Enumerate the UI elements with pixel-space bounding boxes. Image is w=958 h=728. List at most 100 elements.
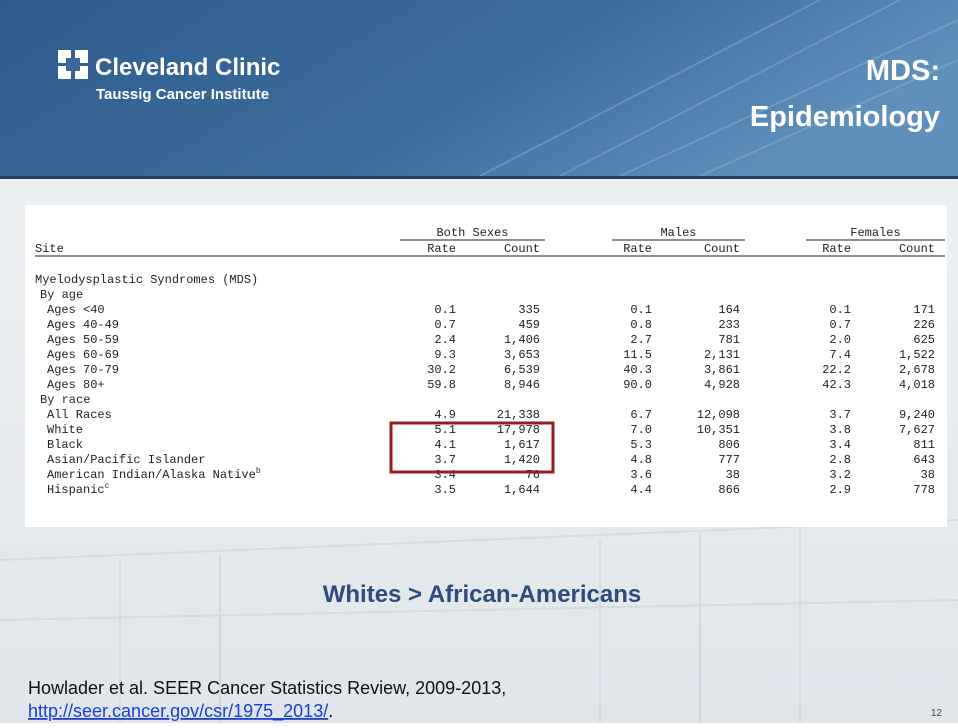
row-label: Ages 40-49 <box>47 318 119 332</box>
cell: 3.4 <box>829 438 851 452</box>
row-label: Hispanicc <box>47 482 110 497</box>
header-rule <box>0 176 958 179</box>
footnote-mark: c <box>105 482 110 491</box>
cell: 42.3 <box>822 378 851 392</box>
cell: 2,678 <box>899 363 935 377</box>
cell: 5.1 <box>434 423 456 437</box>
citation-line: http://seer.cancer.gov/csr/1975_2013/. <box>28 701 333 722</box>
column-header: Rate <box>623 242 652 256</box>
cell: 0.1 <box>829 303 851 317</box>
row-label-text: Black <box>47 438 83 452</box>
cell: 10,351 <box>697 423 740 437</box>
cell: 0.8 <box>630 318 652 332</box>
slide-title: Epidemiology <box>750 101 940 133</box>
cell: 1,617 <box>504 438 540 452</box>
cell: 40.3 <box>623 363 652 377</box>
cell: 1,406 <box>504 333 540 347</box>
cell: 171 <box>913 303 935 317</box>
column-header: Site <box>35 242 64 256</box>
row-label: Ages <40 <box>47 303 105 317</box>
cell: 90.0 <box>623 378 652 392</box>
cell: 781 <box>718 333 740 347</box>
cell: 811 <box>913 438 935 452</box>
cell: 11.5 <box>623 348 652 362</box>
row-label: Ages 70-79 <box>47 363 119 377</box>
cell: 0.1 <box>630 303 652 317</box>
row-label-text: White <box>47 423 83 437</box>
cell: 4,018 <box>899 378 935 392</box>
cell: 164 <box>718 303 740 317</box>
cell: 12,098 <box>697 408 740 422</box>
page-number: 12 <box>931 708 943 719</box>
cell: 3.4 <box>434 468 456 482</box>
cell: 625 <box>913 333 935 347</box>
citation-end: . <box>328 701 333 721</box>
cell: 335 <box>518 303 540 317</box>
cell: 0.7 <box>829 318 851 332</box>
cell: 3,861 <box>704 363 740 377</box>
group-title: By race <box>40 393 90 407</box>
row-label: Black <box>47 438 83 452</box>
cell: 38 <box>726 468 740 482</box>
row-label-text: American Indian/Alaska Native <box>47 468 256 482</box>
group-header: Both Sexes <box>436 226 508 240</box>
row-label: All Races <box>47 408 112 422</box>
column-header: Rate <box>427 242 456 256</box>
row-label: Ages 50-59 <box>47 333 119 347</box>
cell: 2,131 <box>704 348 740 362</box>
cell: 4.4 <box>630 483 652 497</box>
cell: 9.3 <box>434 348 456 362</box>
cell: 6,539 <box>504 363 540 377</box>
cell: 2.8 <box>829 453 851 467</box>
cell: 7.4 <box>829 348 851 362</box>
cell: 4.9 <box>434 408 456 422</box>
cell: 2.7 <box>630 333 652 347</box>
row-label: American Indian/Alaska Nativeb <box>47 467 261 482</box>
cell: 1,644 <box>504 483 540 497</box>
cell: 866 <box>718 483 740 497</box>
cell: 9,240 <box>899 408 935 422</box>
data-table: Both Sexes Males Females Site Rate Count Rate C… <box>35 226 945 497</box>
cell: 0.7 <box>434 318 456 332</box>
cell: 1,420 <box>504 453 540 467</box>
cell: 76 <box>526 468 540 482</box>
cell: 3.7 <box>434 453 456 467</box>
row-label-text: Hispanic <box>47 483 105 497</box>
cell: 0.1 <box>434 303 456 317</box>
cell: 2.9 <box>829 483 851 497</box>
row-label: Asian/Pacific Islander <box>47 453 205 467</box>
logo-icon <box>58 50 88 79</box>
cell: 3.7 <box>829 408 851 422</box>
cell: 3,653 <box>504 348 540 362</box>
row-label-text: Ages 70-79 <box>47 363 119 377</box>
row-label-text: Asian/Pacific Islander <box>47 453 205 467</box>
group-header: Males <box>660 226 696 240</box>
cell: 1,522 <box>899 348 935 362</box>
row-label-text: Ages 40-49 <box>47 318 119 332</box>
logo-subtitle: Taussig Cancer Institute <box>96 86 269 103</box>
cell: 38 <box>921 468 935 482</box>
column-header: Count <box>704 242 740 256</box>
slide-title: MDS: <box>866 55 940 87</box>
header-band <box>0 0 958 176</box>
cell: 21,338 <box>497 408 540 422</box>
row-label-text: All Races <box>47 408 112 422</box>
row-label-text: Ages 80+ <box>47 378 105 392</box>
highlight-box <box>389 421 555 474</box>
cell: 7.0 <box>630 423 652 437</box>
cell: 3.2 <box>829 468 851 482</box>
cell: 8,946 <box>504 378 540 392</box>
citation-link[interactable]: http://seer.cancer.gov/csr/1975_2013/ <box>28 701 328 722</box>
cell: 30.2 <box>427 363 456 377</box>
cell: 7,627 <box>899 423 935 437</box>
cell: 3.8 <box>829 423 851 437</box>
cell: 5.3 <box>630 438 652 452</box>
logo-name: Cleveland Clinic <box>95 54 280 81</box>
cell: 2.0 <box>829 333 851 347</box>
cell: 6.7 <box>630 408 652 422</box>
cell: 459 <box>518 318 540 332</box>
group-title: By age <box>40 288 83 302</box>
column-header: Rate <box>822 242 851 256</box>
row-label: Ages 80+ <box>47 378 105 392</box>
